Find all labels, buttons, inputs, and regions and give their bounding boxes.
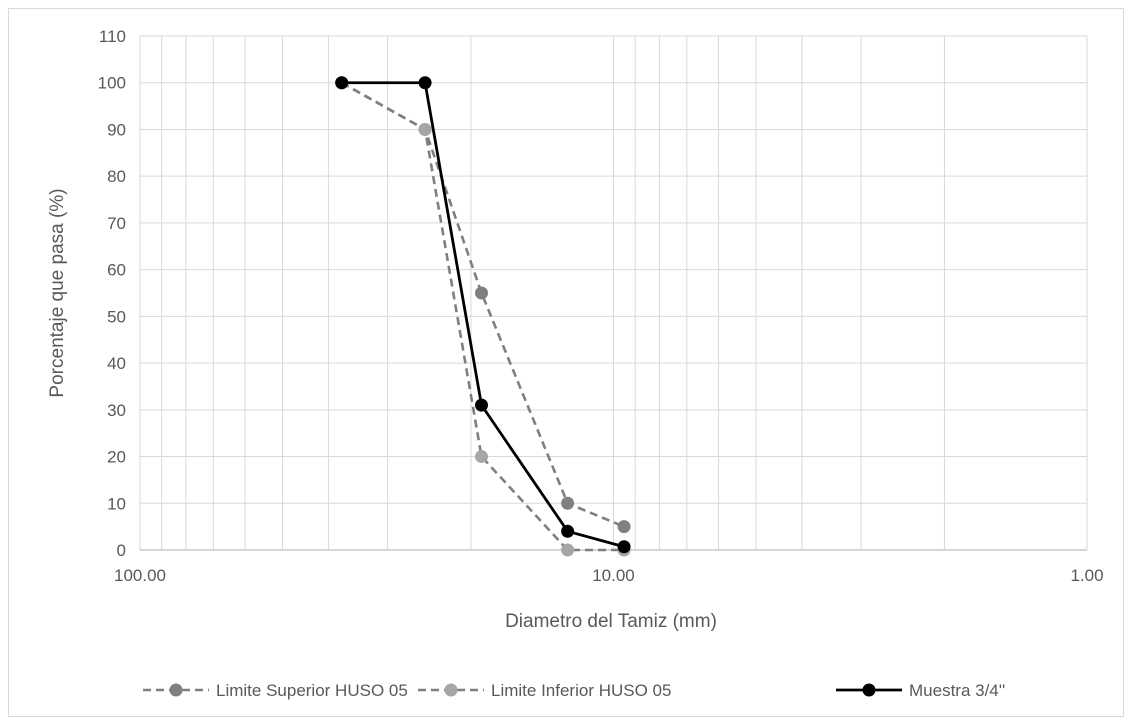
series-line	[341, 81, 625, 549]
y-tick-labels: 0 10 20 30 40 50 60 70 80 90 100 110	[98, 27, 126, 560]
legend-swatch-marker	[169, 683, 183, 697]
y-axis-title: Porcentaje que pasa (%)	[47, 188, 68, 397]
legend-item-1: Limite Superior HUSO 05	[143, 681, 408, 700]
legend-label: Limite Superior HUSO 05	[216, 681, 408, 700]
data-point	[475, 398, 489, 412]
series-layer	[335, 76, 631, 557]
x-tick-label: 100.00	[114, 566, 166, 585]
y-tick-label: 30	[107, 401, 126, 420]
x-tick-label: 10.00	[592, 566, 635, 585]
legend: Limite Superior HUSO 05 Limite Inferior H…	[143, 681, 1005, 700]
gridlines	[139, 35, 1088, 551]
y-tick-label: 40	[107, 354, 126, 373]
y-tick-label: 90	[107, 120, 126, 139]
data-point	[335, 76, 349, 90]
y-tick-label: 10	[107, 494, 126, 513]
data-point	[418, 76, 432, 90]
data-point	[561, 496, 575, 510]
x-tick-labels: 100.00 10.00 1.00	[114, 566, 1104, 585]
series-line	[341, 81, 625, 552]
data-point	[418, 122, 432, 136]
legend-label: Muestra 3/4''	[909, 681, 1005, 700]
series-1	[335, 76, 631, 534]
y-tick-label: 60	[107, 261, 126, 280]
chart-frame	[8, 8, 1124, 717]
legend-swatch-marker	[862, 683, 876, 697]
y-tick-label: 0	[117, 541, 126, 560]
y-tick-label: 70	[107, 214, 126, 233]
data-point	[475, 286, 489, 300]
legend-label: Limite Inferior HUSO 05	[491, 681, 671, 700]
data-point	[475, 450, 489, 464]
y-tick-label: 80	[107, 167, 126, 186]
data-point	[617, 540, 631, 554]
y-tick-label: 110	[99, 27, 126, 46]
legend-item-3: Muestra 3/4''	[836, 681, 1005, 700]
data-point	[617, 520, 631, 534]
data-point	[561, 543, 575, 557]
legend-item-2: Limite Inferior HUSO 05	[418, 681, 671, 700]
series-3	[335, 76, 631, 554]
y-tick-label: 50	[107, 307, 126, 326]
y-tick-label: 100	[98, 74, 126, 93]
data-point	[561, 524, 575, 538]
y-tick-label: 20	[107, 448, 126, 467]
x-tick-label: 1.00	[1070, 566, 1103, 585]
x-axis-title: Diametro del Tamiz (mm)	[505, 611, 717, 632]
legend-swatch-marker	[444, 683, 458, 697]
